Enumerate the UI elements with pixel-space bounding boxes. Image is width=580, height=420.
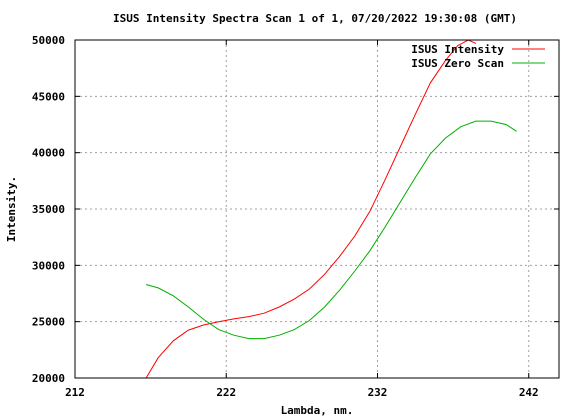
y-tick-label: 40000	[32, 147, 65, 160]
y-axis-ticks: 20000 25000 30000 35000 40000 45000 50000	[32, 34, 559, 385]
grid	[75, 40, 559, 378]
y-tick-label: 30000	[32, 259, 65, 272]
x-tick-label: 242	[519, 386, 539, 399]
y-tick-label: 35000	[32, 203, 65, 216]
y-tick-label: 45000	[32, 90, 65, 103]
x-axis-label: Lambda, nm.	[281, 404, 354, 417]
legend-label: ISUS Zero Scan	[411, 57, 504, 70]
x-axis-ticks: 212 222 232 242	[65, 40, 539, 399]
y-tick-label: 20000	[32, 372, 65, 385]
series-line-1	[145, 39, 477, 379]
y-axis-label: Intensity.	[5, 176, 18, 242]
x-tick-label: 212	[65, 386, 85, 399]
y-tick-label: 50000	[32, 34, 65, 47]
series-lines	[145, 39, 517, 379]
legend-label: ISUS Intensity	[411, 43, 504, 56]
series-line-2	[145, 120, 517, 340]
x-tick-label: 222	[216, 386, 236, 399]
y-tick-label: 25000	[32, 316, 65, 329]
x-tick-label: 232	[368, 386, 388, 399]
chart-title: ISUS Intensity Spectra Scan 1 of 1, 07/2…	[113, 12, 517, 25]
